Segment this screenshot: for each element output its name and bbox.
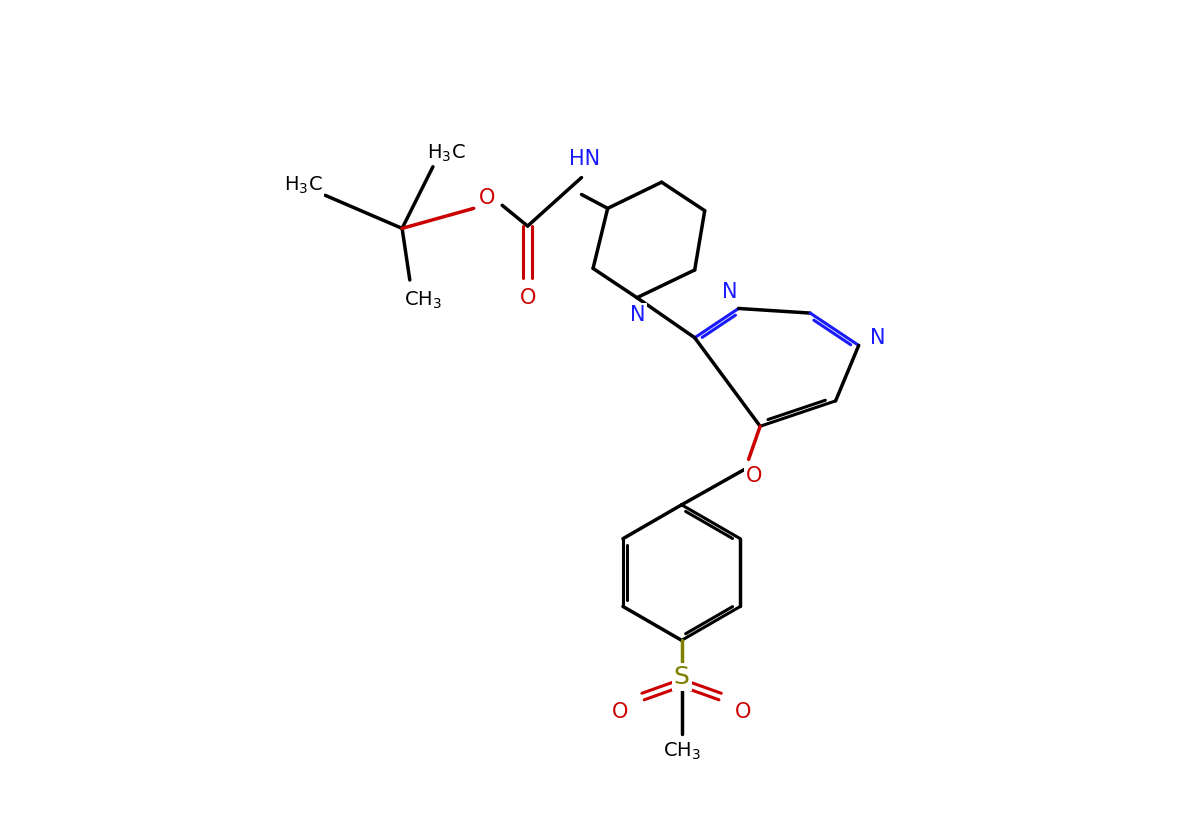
Text: S: S	[674, 665, 690, 690]
Text: O: O	[479, 188, 495, 208]
Text: N: N	[722, 282, 737, 302]
Text: H$_3$C: H$_3$C	[426, 142, 466, 163]
Text: HN: HN	[569, 149, 600, 169]
Text: N: N	[871, 328, 886, 348]
Text: O: O	[746, 466, 762, 486]
Text: CH$_3$: CH$_3$	[662, 741, 700, 762]
Text: O: O	[735, 702, 752, 722]
Text: H$_3$C: H$_3$C	[285, 174, 323, 196]
Text: N: N	[630, 305, 646, 324]
Text: O: O	[519, 287, 536, 308]
Text: O: O	[612, 702, 628, 722]
Text: CH$_3$: CH$_3$	[404, 290, 442, 312]
